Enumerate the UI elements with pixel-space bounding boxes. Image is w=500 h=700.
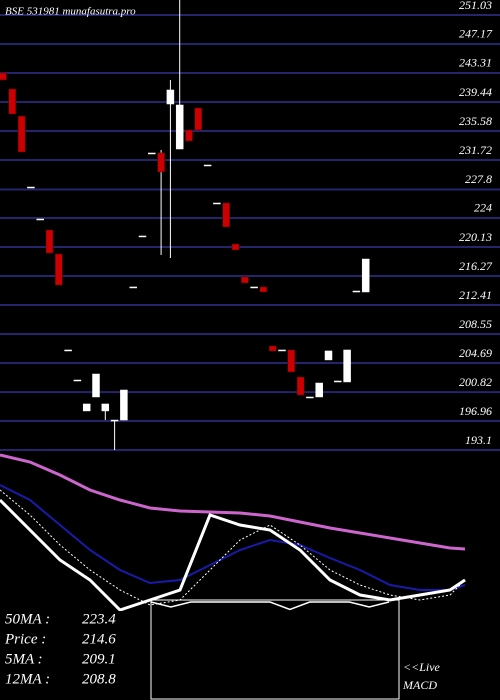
- stat-bg: [0, 651, 150, 669]
- stat-value: 209.1: [82, 651, 116, 667]
- candle-body: [157, 152, 165, 173]
- candle-body: [268, 345, 277, 352]
- candle-body: [129, 286, 137, 289]
- stat-label: Price :: [4, 631, 46, 647]
- stat-bg: [0, 611, 150, 629]
- y-tick-label: 243.31: [459, 56, 492, 70]
- candle-body: [278, 349, 286, 352]
- stat-value: 214.6: [82, 631, 116, 647]
- candle-body: [203, 164, 212, 167]
- candle-body: [259, 286, 268, 293]
- candle-body: [185, 129, 193, 142]
- candle-body: [36, 218, 44, 221]
- candle-body: [110, 419, 119, 422]
- stat-label: 5MA :: [5, 651, 43, 667]
- y-tick-label: 231.72: [459, 143, 492, 157]
- candle-body: [55, 253, 63, 286]
- macd-box: [150, 599, 400, 700]
- y-tick-label: 212.41: [459, 288, 492, 302]
- candle-body: [17, 115, 26, 153]
- candle-body: [92, 373, 100, 398]
- candle-body: [138, 235, 147, 238]
- y-tick-label: 220.13: [459, 230, 492, 244]
- y-tick-label: 204.69: [459, 346, 492, 360]
- candle-body: [231, 243, 240, 251]
- y-tick-label: 251.03: [459, 0, 492, 12]
- candle-body: [73, 379, 82, 382]
- ma-line: [0, 484, 466, 591]
- stat-value: 223.4: [82, 611, 116, 627]
- candle-body: [315, 382, 323, 398]
- stat-label: 12MA :: [5, 671, 50, 687]
- y-tick-label: 227.8: [465, 172, 492, 186]
- stat-bg: [0, 671, 150, 689]
- candle-body: [194, 107, 203, 131]
- macd-note: <<Live: [403, 660, 441, 674]
- y-tick-label: 247.17: [459, 27, 493, 41]
- y-tick-label: 208.55: [459, 317, 492, 331]
- candle-body: [0, 72, 7, 81]
- candle-body: [250, 286, 258, 289]
- candle-body: [222, 202, 230, 228]
- y-tick-label: 216.27: [459, 259, 493, 273]
- candle-body: [27, 186, 35, 189]
- y-tick-label: 193.1: [465, 433, 492, 447]
- y-tick-label: 224: [474, 201, 492, 215]
- y-tick-label: 235.58: [459, 114, 492, 128]
- candle-body: [361, 258, 370, 293]
- candle-body: [241, 276, 249, 284]
- ma-line: [0, 489, 466, 606]
- candle-body: [166, 89, 175, 105]
- chart-title: BSE 531981 munafasutra.pro: [5, 6, 136, 18]
- stat-bg: [0, 631, 150, 649]
- y-tick-label: 239.44: [459, 85, 492, 99]
- ma-line: [0, 498, 466, 612]
- y-tick-label: 196.96: [459, 404, 492, 418]
- candle-body: [306, 396, 314, 399]
- candle-body: [287, 349, 296, 373]
- candle-body: [213, 202, 221, 205]
- candle-body: [343, 349, 351, 383]
- y-tick-label: 200.82: [459, 375, 492, 389]
- candle-body: [148, 152, 156, 155]
- candle-body: [120, 389, 128, 421]
- candle-body: [352, 290, 361, 293]
- candle-body: [101, 403, 110, 412]
- candle-body: [8, 88, 17, 115]
- candle-body: [64, 349, 72, 352]
- candle-body: [324, 350, 333, 361]
- candle-body: [82, 403, 91, 412]
- stat-label: 50MA :: [5, 611, 50, 627]
- candle-body: [45, 229, 54, 254]
- stat-value: 208.8: [82, 671, 116, 687]
- candle-body: [175, 104, 184, 150]
- candle-body: [296, 376, 305, 396]
- ma-line: [0, 453, 466, 551]
- macd-line: [150, 601, 390, 611]
- macd-title: MACD: [402, 678, 437, 692]
- candle-body: [334, 380, 342, 383]
